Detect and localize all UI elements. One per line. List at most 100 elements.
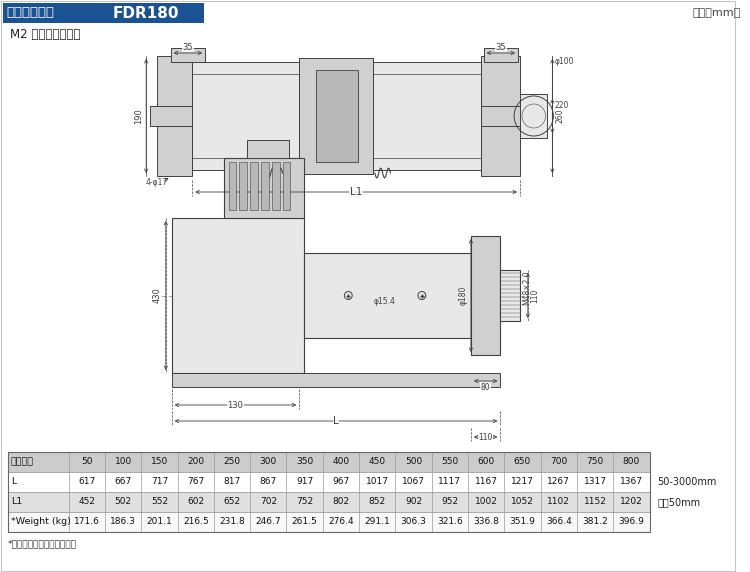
Text: 1217: 1217 — [511, 478, 534, 487]
Text: 351.9: 351.9 — [509, 518, 536, 526]
Bar — [283, 162, 290, 210]
Text: 216.5: 216.5 — [183, 518, 209, 526]
Text: 800: 800 — [622, 458, 640, 467]
Bar — [8, 472, 650, 492]
Bar — [481, 106, 535, 126]
Text: 1102: 1102 — [548, 498, 570, 506]
Bar — [500, 270, 520, 321]
Bar — [304, 253, 471, 338]
Bar — [157, 56, 192, 176]
Text: 852: 852 — [369, 498, 386, 506]
Text: 602: 602 — [188, 498, 204, 506]
Bar — [251, 162, 258, 210]
Bar — [248, 140, 290, 158]
Text: 80: 80 — [481, 383, 490, 391]
Text: 702: 702 — [260, 498, 277, 506]
Text: M48×2.0: M48×2.0 — [522, 271, 531, 305]
Bar — [484, 48, 518, 62]
Bar — [261, 162, 268, 210]
Text: 306.3: 306.3 — [400, 518, 427, 526]
Text: 276.4: 276.4 — [328, 518, 354, 526]
Text: φ180: φ180 — [459, 286, 468, 305]
Text: 817: 817 — [224, 478, 241, 487]
Text: 150: 150 — [151, 458, 168, 467]
Text: 200: 200 — [188, 458, 204, 467]
Text: 171.6: 171.6 — [74, 518, 100, 526]
Text: 300: 300 — [260, 458, 277, 467]
Text: *Weight (kg): *Weight (kg) — [10, 518, 70, 526]
Text: 967: 967 — [332, 478, 350, 487]
Text: 1317: 1317 — [584, 478, 607, 487]
Text: φ15.4: φ15.4 — [374, 296, 395, 305]
Bar — [172, 218, 304, 373]
Text: 650: 650 — [514, 458, 531, 467]
Bar — [8, 452, 650, 532]
Text: 550: 550 — [441, 458, 458, 467]
Text: 1152: 1152 — [584, 498, 607, 506]
Text: 400: 400 — [332, 458, 350, 467]
Text: 717: 717 — [151, 478, 168, 487]
Text: L1: L1 — [10, 498, 22, 506]
Text: 35: 35 — [496, 42, 506, 51]
Text: 867: 867 — [260, 478, 277, 487]
Bar — [224, 158, 304, 218]
Text: 220: 220 — [554, 101, 568, 110]
Text: 1202: 1202 — [620, 498, 643, 506]
Text: 1067: 1067 — [402, 478, 425, 487]
Text: 110: 110 — [530, 288, 539, 303]
Text: 336.8: 336.8 — [473, 518, 499, 526]
Text: 1267: 1267 — [548, 478, 570, 487]
Text: 4-φ17: 4-φ17 — [146, 178, 168, 187]
Bar — [471, 236, 500, 355]
Text: *重量不包含电机自身重量。: *重量不包含电机自身重量。 — [8, 539, 76, 548]
Text: 186.3: 186.3 — [110, 518, 136, 526]
Text: 间隔50mm: 间隔50mm — [657, 497, 700, 507]
Bar — [272, 162, 280, 210]
Text: 502: 502 — [115, 498, 132, 506]
Text: 767: 767 — [187, 478, 204, 487]
Bar — [8, 452, 650, 472]
Text: 917: 917 — [296, 478, 314, 487]
Text: 366.4: 366.4 — [546, 518, 572, 526]
Text: 750: 750 — [586, 458, 604, 467]
Text: 952: 952 — [441, 498, 458, 506]
Text: 1367: 1367 — [620, 478, 643, 487]
Text: 50-3000mm: 50-3000mm — [657, 477, 717, 487]
Text: 600: 600 — [478, 458, 495, 467]
Text: 291.1: 291.1 — [364, 518, 390, 526]
Bar — [3, 3, 204, 23]
Bar — [520, 94, 548, 138]
Text: 单位（mm）: 单位（mm） — [693, 8, 741, 18]
Text: 902: 902 — [405, 498, 422, 506]
Bar — [229, 162, 236, 210]
Text: L: L — [10, 478, 16, 487]
Text: 130: 130 — [227, 400, 244, 410]
Bar — [316, 70, 358, 162]
Text: 752: 752 — [296, 498, 314, 506]
Text: 452: 452 — [78, 498, 95, 506]
Bar — [373, 62, 481, 170]
Text: 430: 430 — [152, 288, 161, 303]
Bar — [172, 373, 500, 387]
Text: L1: L1 — [350, 187, 362, 197]
Text: 110: 110 — [478, 432, 493, 442]
Text: 1017: 1017 — [366, 478, 388, 487]
Text: 231.8: 231.8 — [219, 518, 245, 526]
Text: 617: 617 — [78, 478, 95, 487]
Bar — [8, 492, 650, 512]
Text: 1167: 1167 — [475, 478, 498, 487]
Bar — [481, 56, 520, 176]
Text: 1117: 1117 — [438, 478, 461, 487]
Text: 667: 667 — [115, 478, 132, 487]
Text: 652: 652 — [224, 498, 241, 506]
Text: φ100: φ100 — [554, 57, 574, 66]
Bar — [8, 512, 650, 532]
Text: 450: 450 — [369, 458, 386, 467]
Bar — [239, 162, 248, 210]
Text: 552: 552 — [151, 498, 168, 506]
Text: 500: 500 — [405, 458, 422, 467]
Text: 321.6: 321.6 — [437, 518, 463, 526]
Text: FDR180: FDR180 — [112, 6, 179, 21]
Text: 381.2: 381.2 — [582, 518, 608, 526]
Bar — [192, 62, 299, 170]
